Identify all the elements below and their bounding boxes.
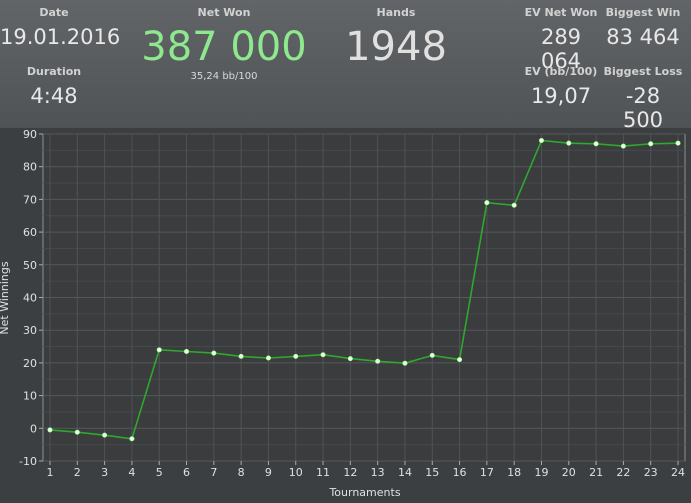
biggest-loss-stat: Biggest Loss -28 500 [603,65,683,132]
data-point [457,357,463,363]
data-point [511,202,517,208]
data-point [429,352,435,358]
data-point [293,353,299,359]
duration-value: 4:48 [30,84,78,108]
hands-label: Hands [376,6,416,19]
stats-panel: Date 19.01.2016 Duration 4:48 Net Won 38… [0,0,691,132]
biggest-loss-value: -28 500 [622,84,664,132]
series-line [49,139,679,440]
ev-bb100-value: 19,07 [530,84,592,108]
x-tick-label: 2 [74,466,81,479]
data-point [47,427,53,433]
y-tick-label: 10 [23,390,37,403]
data-point [375,358,381,364]
net-won-label: Net Won [197,6,251,19]
biggest-win-label: Biggest Win [605,6,681,19]
data-point [566,140,572,146]
x-tick-label: 9 [265,466,272,479]
x-tick-label: 23 [644,466,658,479]
y-axis-label: Net Winnings [0,261,11,334]
ev-bb100-stat: EV (bb/100) 19,07 [518,65,604,108]
ev-net-won-stat: EV Net Won 289 064 [518,6,604,73]
data-point [347,356,353,362]
date-stat: Date 19.01.2016 [0,6,121,49]
y-tick-label: 60 [23,226,37,239]
net-won-bb100: 35,24 bb/100 [190,71,258,82]
y-tick-label: 70 [23,193,37,206]
x-axis-label: Tournaments [328,486,400,499]
x-tick-label: 17 [480,466,494,479]
x-tick-label: 13 [371,466,385,479]
x-tick-label: 20 [562,466,576,479]
x-tick-label: 3 [101,466,108,479]
y-tick-label: 90 [23,128,37,141]
x-tick-label: 6 [183,466,190,479]
x-tick-label: 11 [316,466,330,479]
x-tick-label: 14 [398,466,412,479]
duration-label: Duration [26,65,82,78]
data-point [129,436,135,442]
ev-bb100-label: EV (bb/100) [524,65,598,78]
x-tick-label: 18 [507,466,521,479]
duration-stat: Duration 4:48 [0,65,108,108]
ev-net-won-value: 289 064 [540,25,582,73]
y-tick-label: -10 [19,455,37,468]
data-point [648,141,654,147]
x-tick-label: 22 [616,466,630,479]
data-point [675,140,681,146]
data-point [593,141,599,147]
x-tick-label: 1 [47,466,54,479]
net-won-value: 387 000 [141,24,307,70]
y-tick-labels: -10 0 10 20 30 40 50 60 70 80 90 [19,128,37,468]
data-point [402,360,408,366]
data-point [265,355,271,361]
biggest-win-value: 83 464 [606,25,680,49]
data-point [484,200,490,206]
hands-stat: Hands 1948 [340,6,452,71]
y-tick-label: 80 [23,161,37,174]
net-won-stat: Net Won 387 000 35,24 bb/100 [130,6,318,82]
biggest-win-stat: Biggest Win 83 464 [603,6,683,49]
y-tick-label: 0 [30,422,37,435]
data-point [620,143,626,149]
y-tick-label: 30 [23,324,37,337]
y-tick-label: 40 [23,292,37,305]
data-points [47,138,681,442]
x-tick-label: 19 [534,466,548,479]
data-point [156,347,162,353]
x-tick-label: 5 [156,466,163,479]
x-tick-labels: 1 2 3 4 5 6 7 8 9 10 11 12 13 14 15 16 17 18 19 20 21 22 23 24 [47,466,686,479]
x-tick-label: 10 [289,466,303,479]
data-point [320,352,326,358]
hands-value: 1948 [345,24,447,70]
data-point [102,432,108,438]
x-tick-label: 8 [238,466,245,479]
x-tick-label: 7 [210,466,217,479]
x-tick-label: 12 [343,466,357,479]
x-tick-label: 21 [589,466,603,479]
date-label: Date [39,6,69,19]
biggest-loss-label: Biggest Loss [603,65,683,78]
data-point [538,138,544,144]
y-tick-label: 50 [23,259,37,272]
x-tick-label: 15 [425,466,439,479]
x-tick-label: 16 [453,466,467,479]
ev-net-won-label: EV Net Won [524,6,598,19]
y-tick-label: 20 [23,357,37,370]
data-point [211,350,217,356]
data-point [74,429,80,435]
grid [39,133,685,465]
x-tick-label: 4 [128,466,135,479]
date-value: 19.01.2016 [0,25,121,49]
data-point [238,353,244,359]
x-tick-label: 24 [671,466,685,479]
data-point [184,348,190,354]
